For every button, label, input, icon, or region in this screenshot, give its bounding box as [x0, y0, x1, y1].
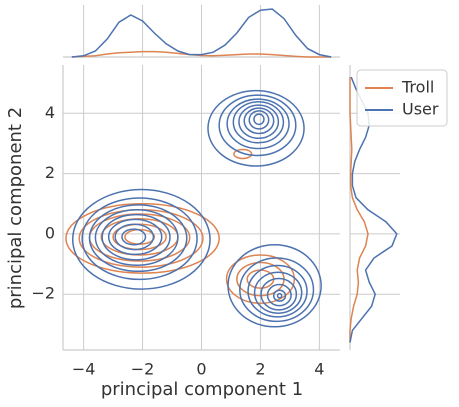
contour [71, 188, 211, 290]
contour [226, 98, 290, 150]
x-tick-label: −2 [131, 360, 155, 379]
contour [238, 104, 280, 140]
contour [94, 209, 179, 267]
contour [107, 218, 163, 256]
legend-label: Troll [401, 78, 434, 97]
x-tick-label: −4 [72, 360, 96, 379]
x-tick-label: 0 [196, 360, 206, 379]
contour [253, 271, 303, 314]
contour [266, 283, 292, 307]
contour [276, 292, 283, 299]
contour [65, 202, 220, 274]
contour [121, 228, 147, 246]
contour [248, 110, 270, 130]
contour [232, 101, 285, 144]
marginal-x-density [71, 8, 332, 58]
contour [260, 277, 298, 311]
contour [124, 228, 156, 245]
contour [207, 89, 305, 167]
contour [239, 257, 315, 323]
contour [218, 94, 297, 157]
contour [81, 197, 198, 281]
x-axis-label: principal component 1 [101, 379, 303, 400]
y-tick-label: 4 [45, 103, 55, 122]
legend-label: User [402, 100, 439, 119]
contour [101, 213, 171, 261]
y-tick-label: −2 [31, 284, 55, 303]
contour [253, 113, 265, 126]
contour [233, 148, 253, 160]
marginal-x-density [71, 50, 332, 58]
marginal-y-density [349, 77, 369, 343]
x-tick-label: 2 [255, 360, 265, 379]
contour [227, 243, 322, 328]
contour [225, 254, 296, 305]
y-tick-label: 0 [45, 223, 55, 242]
contour [247, 264, 308, 318]
contour [88, 204, 188, 273]
contour [272, 289, 287, 302]
x-tick-label: 4 [314, 360, 324, 379]
contour [243, 107, 275, 135]
y-tick-label: 2 [45, 163, 55, 182]
y-axis-label: principal component 2 [5, 107, 26, 309]
contour [114, 223, 155, 251]
legend-box [356, 69, 448, 127]
